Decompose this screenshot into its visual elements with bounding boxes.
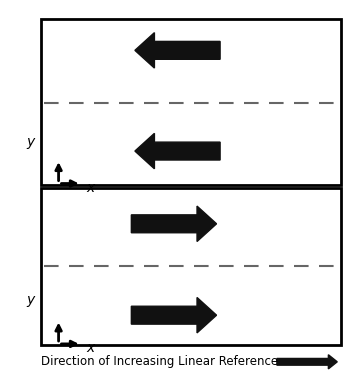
Text: y: y (26, 135, 34, 149)
FancyArrow shape (131, 298, 217, 333)
FancyArrow shape (277, 355, 337, 369)
Text: y: y (26, 293, 34, 307)
FancyArrow shape (135, 32, 220, 68)
Text: x: x (86, 341, 95, 355)
Bar (41, 188, 341, 345)
FancyArrow shape (135, 134, 220, 169)
FancyArrow shape (131, 206, 217, 242)
Text: Direction of Increasing Linear Reference: Direction of Increasing Linear Reference (41, 355, 278, 368)
Text: x: x (86, 181, 95, 195)
Bar (41, 19, 341, 185)
